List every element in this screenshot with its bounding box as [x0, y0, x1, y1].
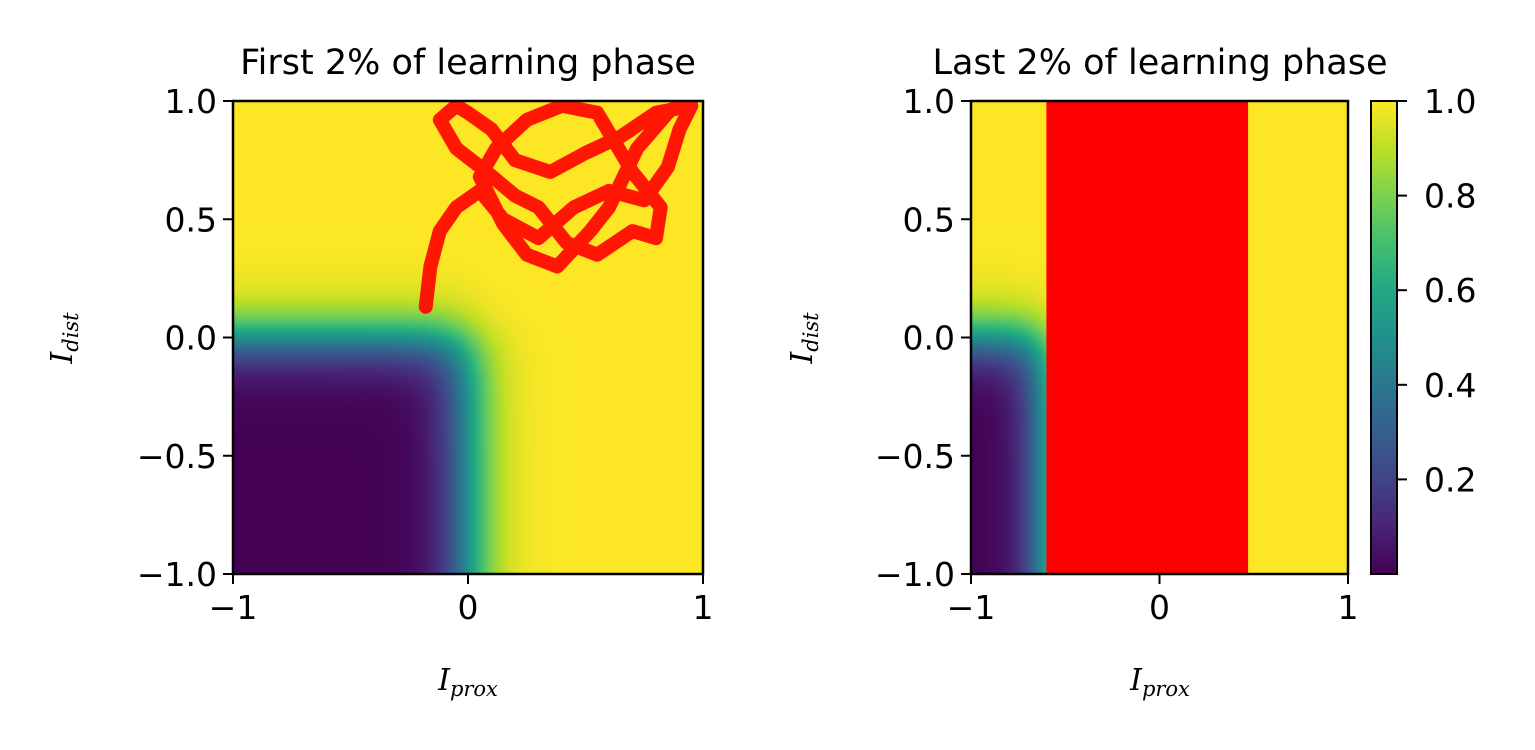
colorbar-tick-label: 0.2	[1424, 460, 1476, 499]
y-ticks-right: −1.0 −0.5 0.0 0.5 1.0	[875, 82, 971, 594]
heatmap-left	[233, 101, 703, 574]
x-axis-label-left: Iprox	[437, 663, 498, 701]
panel-left: First 2% of learning phase −1 0 1 −1.0 −0.5…	[45, 43, 714, 701]
x-tick-label: −1	[209, 588, 258, 627]
x-ticks-right: −1 0 1	[947, 574, 1359, 627]
y-tick-label: 0.0	[165, 319, 217, 358]
y-tick-label: −0.5	[137, 437, 217, 476]
colorbar-tick-label: 0.4	[1424, 366, 1476, 405]
colorbar: 0.2 0.4 0.6 0.8 1.0	[1370, 82, 1476, 575]
trajectory-left	[418, 101, 699, 314]
chart-title-left: First 2% of learning phase	[240, 43, 696, 83]
y-tick-label: 0.5	[165, 200, 217, 239]
y-tick-label: −0.5	[875, 437, 955, 476]
y-tick-label: −1.0	[875, 555, 955, 594]
x-ticks-left: −1 0 1	[209, 574, 714, 627]
y-ticks-left: −1.0 −0.5 0.0 0.5 1.0	[137, 82, 233, 594]
x-tick-label: 1	[1338, 588, 1359, 627]
colorbar-tick-label: 0.8	[1424, 177, 1476, 216]
chart-title-right: Last 2% of learning phase	[932, 43, 1387, 83]
colorbar-tick-label: 0.6	[1424, 271, 1476, 310]
heatmap-right	[971, 101, 1348, 574]
trajectory-band	[1046, 101, 1249, 574]
y-tick-label: 1.0	[165, 82, 217, 121]
y-axis-label-right: Idist	[785, 312, 823, 365]
y-axis-label-left: Idist	[45, 312, 83, 365]
x-tick-label: 0	[458, 588, 479, 627]
trajectory-path	[418, 101, 699, 314]
colorbar-gradient	[1370, 100, 1398, 575]
colorbar-tick-label: 1.0	[1424, 82, 1476, 121]
x-tick-label: 1	[693, 588, 714, 627]
y-tick-label: 0.5	[903, 200, 955, 239]
x-axis-label-right: Iprox	[1129, 663, 1190, 701]
trajectory-right	[1046, 101, 1249, 574]
y-tick-label: 0.0	[903, 319, 955, 358]
x-tick-label: 0	[1149, 588, 1170, 627]
y-tick-label: −1.0	[137, 555, 217, 594]
colorbar-ticks: 0.2 0.4 0.6 0.8 1.0	[1397, 82, 1476, 499]
x-tick-label: −1	[947, 588, 996, 627]
y-tick-label: 1.0	[903, 82, 955, 121]
panel-right: Last 2% of learning phase −1 0 1 −1.0 −0.5 0…	[785, 43, 1388, 701]
